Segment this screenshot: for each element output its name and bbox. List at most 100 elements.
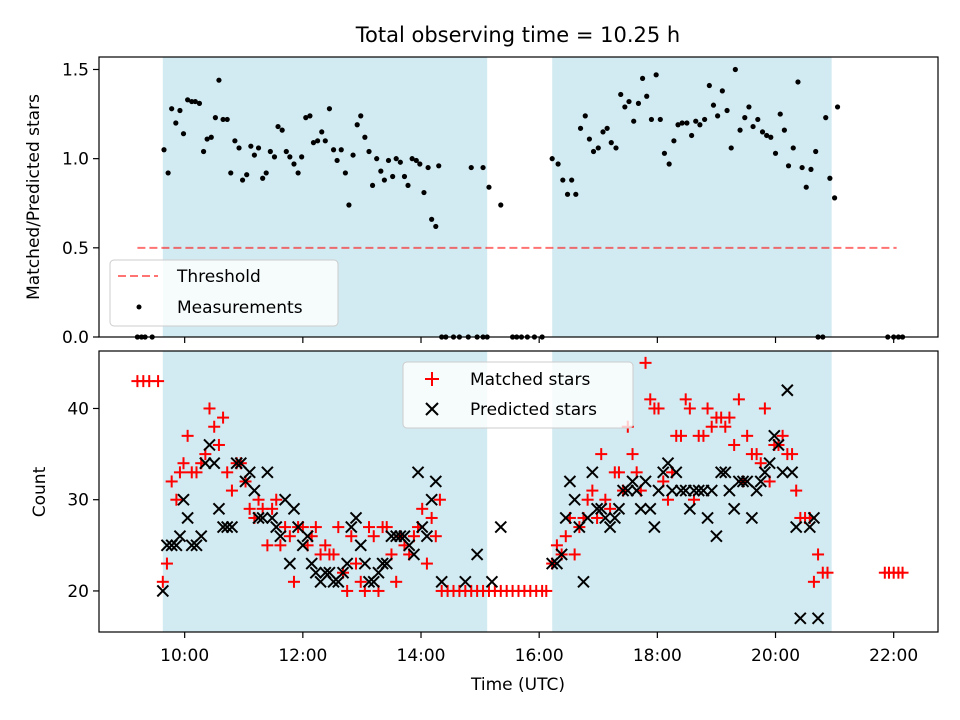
predicted-star-point bbox=[216, 520, 230, 534]
predicted-star-point bbox=[415, 520, 429, 534]
measurement-point bbox=[653, 72, 659, 78]
matched-star-point bbox=[287, 575, 300, 588]
measurement-point bbox=[283, 148, 289, 155]
predicted-star-point bbox=[177, 493, 190, 506]
measurement-point bbox=[671, 138, 677, 144]
matched-star-point bbox=[586, 484, 599, 497]
bottom-xtick-label: 16:00 bbox=[515, 646, 564, 666]
measurement-point bbox=[715, 113, 721, 119]
predicted-star-point bbox=[621, 484, 635, 497]
predicted-star-point bbox=[195, 529, 208, 543]
matched-star-point bbox=[243, 502, 256, 515]
measurement-point bbox=[326, 106, 333, 112]
predicted-star-point bbox=[789, 520, 803, 534]
predicted-star-point bbox=[252, 511, 265, 525]
predicted-star-point bbox=[639, 475, 652, 488]
measurement-point bbox=[689, 132, 695, 139]
measurement-point bbox=[315, 138, 321, 144]
measurement-point bbox=[648, 116, 655, 123]
predicted-star-point bbox=[687, 484, 701, 497]
predicted-star-point bbox=[595, 502, 608, 516]
matched-star-point bbox=[190, 466, 203, 479]
matched-star-point bbox=[540, 584, 553, 597]
predicted-star-point bbox=[470, 548, 484, 561]
predicted-star-point bbox=[199, 457, 212, 470]
predicted-star-point bbox=[763, 457, 776, 470]
matched-star-point bbox=[177, 457, 190, 470]
measurement-point bbox=[675, 122, 681, 128]
top-y-axis-label: Matched/Predicted stars bbox=[24, 94, 44, 300]
measurement-point bbox=[393, 156, 399, 162]
measurement-point bbox=[795, 79, 801, 85]
measurement-point bbox=[200, 148, 207, 155]
matched-star-point bbox=[332, 521, 345, 534]
predicted-star-point bbox=[599, 511, 612, 525]
matched-star-point bbox=[309, 521, 322, 534]
measurement-point bbox=[409, 156, 415, 162]
measurement-point bbox=[635, 100, 642, 106]
measurement-point bbox=[693, 118, 699, 124]
measurement-point bbox=[378, 168, 384, 174]
measurement-point bbox=[764, 132, 770, 139]
matched-star-point bbox=[821, 566, 834, 579]
measurement-point bbox=[350, 152, 356, 158]
matched-star-point bbox=[807, 575, 820, 588]
measurement-point bbox=[706, 82, 712, 89]
measurement-point bbox=[755, 116, 761, 123]
matched-star-point bbox=[741, 429, 754, 442]
bottom-ytick-label: 40 bbox=[67, 399, 89, 419]
predicted-star-point bbox=[327, 575, 340, 589]
measurement-point bbox=[196, 100, 203, 106]
matched-star-point bbox=[433, 493, 446, 506]
measurement-point bbox=[319, 129, 325, 135]
top-panel: 0.0 0.5 1.0 1.5 Matched/Predicted stars Thr… bbox=[24, 56, 939, 348]
predicted-star-point bbox=[261, 466, 274, 479]
bottom-xtick-label: 20:00 bbox=[751, 646, 800, 666]
measurement-point bbox=[330, 147, 337, 153]
bottom-xtick-label: 14:00 bbox=[397, 646, 446, 666]
matched-star-point bbox=[390, 575, 403, 588]
predicted-star-point bbox=[754, 475, 767, 488]
measurement-point bbox=[271, 154, 278, 160]
predicted-star-point bbox=[736, 475, 750, 488]
matched-star-point bbox=[350, 557, 363, 570]
measurement-point bbox=[291, 161, 297, 167]
measurement-point bbox=[165, 170, 171, 176]
measurement-point bbox=[684, 120, 690, 126]
bottom-y-axis-label: Count bbox=[30, 466, 50, 517]
measurement-point bbox=[759, 129, 766, 135]
measurement-point bbox=[732, 66, 738, 73]
bottom-ytick-label: 30 bbox=[67, 491, 89, 511]
predicted-star-point bbox=[581, 511, 594, 525]
measurement-point bbox=[421, 189, 427, 196]
predicted-star-point bbox=[190, 539, 203, 552]
measurement-point bbox=[549, 156, 555, 162]
matched-star-point bbox=[420, 557, 433, 570]
matched-star-point bbox=[152, 375, 165, 388]
predicted-star-point bbox=[170, 539, 183, 552]
measurement-point bbox=[374, 156, 380, 162]
measurement-point bbox=[777, 111, 783, 117]
predicted-star-point bbox=[212, 502, 226, 516]
measurement-point bbox=[577, 125, 584, 131]
predicted-star-point bbox=[550, 557, 564, 570]
measurement-point bbox=[808, 166, 814, 172]
measurement-point bbox=[251, 152, 257, 158]
predicted-legend-label: Predicted stars bbox=[470, 400, 597, 420]
measurement-point bbox=[768, 134, 774, 140]
measurement-point bbox=[555, 161, 561, 167]
predicted-star-point bbox=[692, 484, 705, 497]
predicted-star-point bbox=[485, 575, 499, 589]
measurement-point bbox=[208, 134, 214, 140]
predicted-star-point bbox=[710, 529, 723, 543]
matched-star-point bbox=[644, 393, 657, 406]
predicted-star-point bbox=[577, 575, 590, 589]
measurement-point bbox=[480, 164, 486, 171]
matched-star-point bbox=[674, 429, 687, 442]
matched-star-point bbox=[790, 484, 803, 497]
predicted-star-point bbox=[301, 529, 314, 543]
predicted-star-point bbox=[750, 484, 763, 497]
measurement-point bbox=[303, 115, 309, 121]
measurement-point bbox=[657, 116, 663, 123]
matched-star-point bbox=[728, 438, 741, 451]
